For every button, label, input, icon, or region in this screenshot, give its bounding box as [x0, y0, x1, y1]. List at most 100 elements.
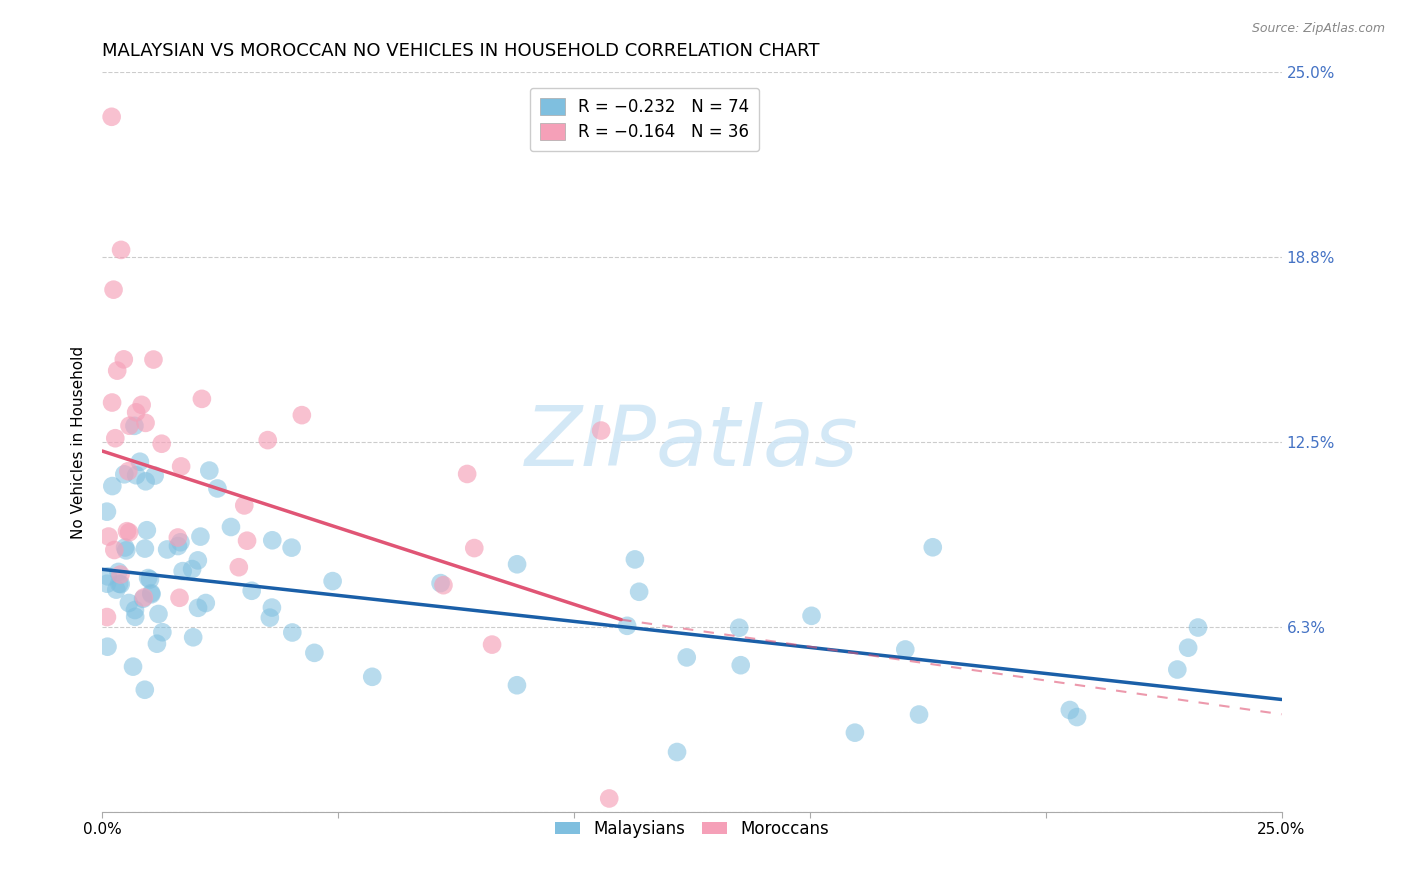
Point — [233, 499, 256, 513]
Point — [260, 600, 283, 615]
Point — [908, 707, 931, 722]
Point — [844, 725, 866, 739]
Point — [291, 408, 314, 422]
Point — [194, 596, 217, 610]
Point — [1059, 703, 1081, 717]
Point — [228, 560, 250, 574]
Point — [110, 567, 132, 582]
Point — [150, 436, 173, 450]
Point — [135, 523, 157, 537]
Point — [107, 565, 129, 579]
Point — [114, 541, 136, 555]
Point — [280, 541, 302, 555]
Point — [800, 608, 823, 623]
Point — [142, 352, 165, 367]
Point — [96, 576, 118, 591]
Point — [97, 569, 120, 583]
Point — [262, 533, 284, 548]
Point — [97, 530, 120, 544]
Point — [198, 464, 221, 478]
Point — [167, 539, 190, 553]
Point — [207, 482, 229, 496]
Point — [181, 630, 204, 644]
Point — [112, 352, 135, 367]
Point — [191, 392, 214, 406]
Point — [256, 433, 278, 447]
Point — [591, 424, 613, 438]
Point — [598, 791, 620, 805]
Point — [125, 468, 148, 483]
Point — [1066, 710, 1088, 724]
Point — [132, 591, 155, 605]
Point — [110, 243, 132, 257]
Point — [150, 625, 173, 640]
Point — [304, 646, 326, 660]
Point — [616, 619, 638, 633]
Point — [322, 574, 344, 588]
Point — [96, 640, 118, 654]
Point — [135, 475, 157, 489]
Point — [124, 603, 146, 617]
Point — [240, 583, 263, 598]
Point — [135, 416, 157, 430]
Point — [463, 541, 485, 555]
Point — [134, 682, 156, 697]
Point — [146, 637, 169, 651]
Point — [100, 110, 122, 124]
Point — [103, 543, 125, 558]
Point — [132, 591, 155, 606]
Point — [506, 678, 529, 692]
Point — [1177, 640, 1199, 655]
Point — [675, 650, 697, 665]
Point — [136, 571, 159, 585]
Point — [112, 467, 135, 482]
Point — [190, 530, 212, 544]
Point — [124, 418, 146, 433]
Point — [103, 283, 125, 297]
Point — [432, 578, 454, 592]
Point — [1187, 620, 1209, 634]
Point — [506, 558, 529, 572]
Point — [666, 745, 689, 759]
Point — [361, 670, 384, 684]
Point — [156, 542, 179, 557]
Point — [169, 591, 191, 605]
Point — [96, 610, 118, 624]
Point — [104, 431, 127, 445]
Point — [115, 543, 138, 558]
Point — [170, 459, 193, 474]
Point — [219, 520, 242, 534]
Point — [894, 642, 917, 657]
Point — [187, 600, 209, 615]
Point — [187, 553, 209, 567]
Point — [124, 609, 146, 624]
Point — [118, 418, 141, 433]
Point — [456, 467, 478, 481]
Point — [259, 610, 281, 624]
Point — [141, 587, 163, 601]
Point — [728, 621, 751, 635]
Point — [131, 398, 153, 412]
Point — [134, 541, 156, 556]
Legend: Malaysians, Moroccans: Malaysians, Moroccans — [548, 813, 835, 844]
Point — [628, 584, 651, 599]
Point — [172, 564, 194, 578]
Point — [117, 464, 139, 478]
Point — [101, 479, 124, 493]
Point — [105, 364, 128, 378]
Point — [105, 582, 128, 597]
Point — [96, 505, 118, 519]
Point — [166, 531, 188, 545]
Point — [122, 659, 145, 673]
Point — [118, 596, 141, 610]
Point — [236, 533, 259, 548]
Point — [730, 658, 752, 673]
Point — [169, 535, 191, 549]
Text: MALAYSIAN VS MOROCCAN NO VEHICLES IN HOUSEHOLD CORRELATION CHART: MALAYSIAN VS MOROCCAN NO VEHICLES IN HOU… — [103, 42, 820, 60]
Point — [624, 552, 647, 566]
Point — [1166, 663, 1188, 677]
Text: ZIPatlas: ZIPatlas — [524, 401, 859, 483]
Point — [429, 576, 451, 591]
Point — [115, 524, 138, 538]
Point — [125, 405, 148, 419]
